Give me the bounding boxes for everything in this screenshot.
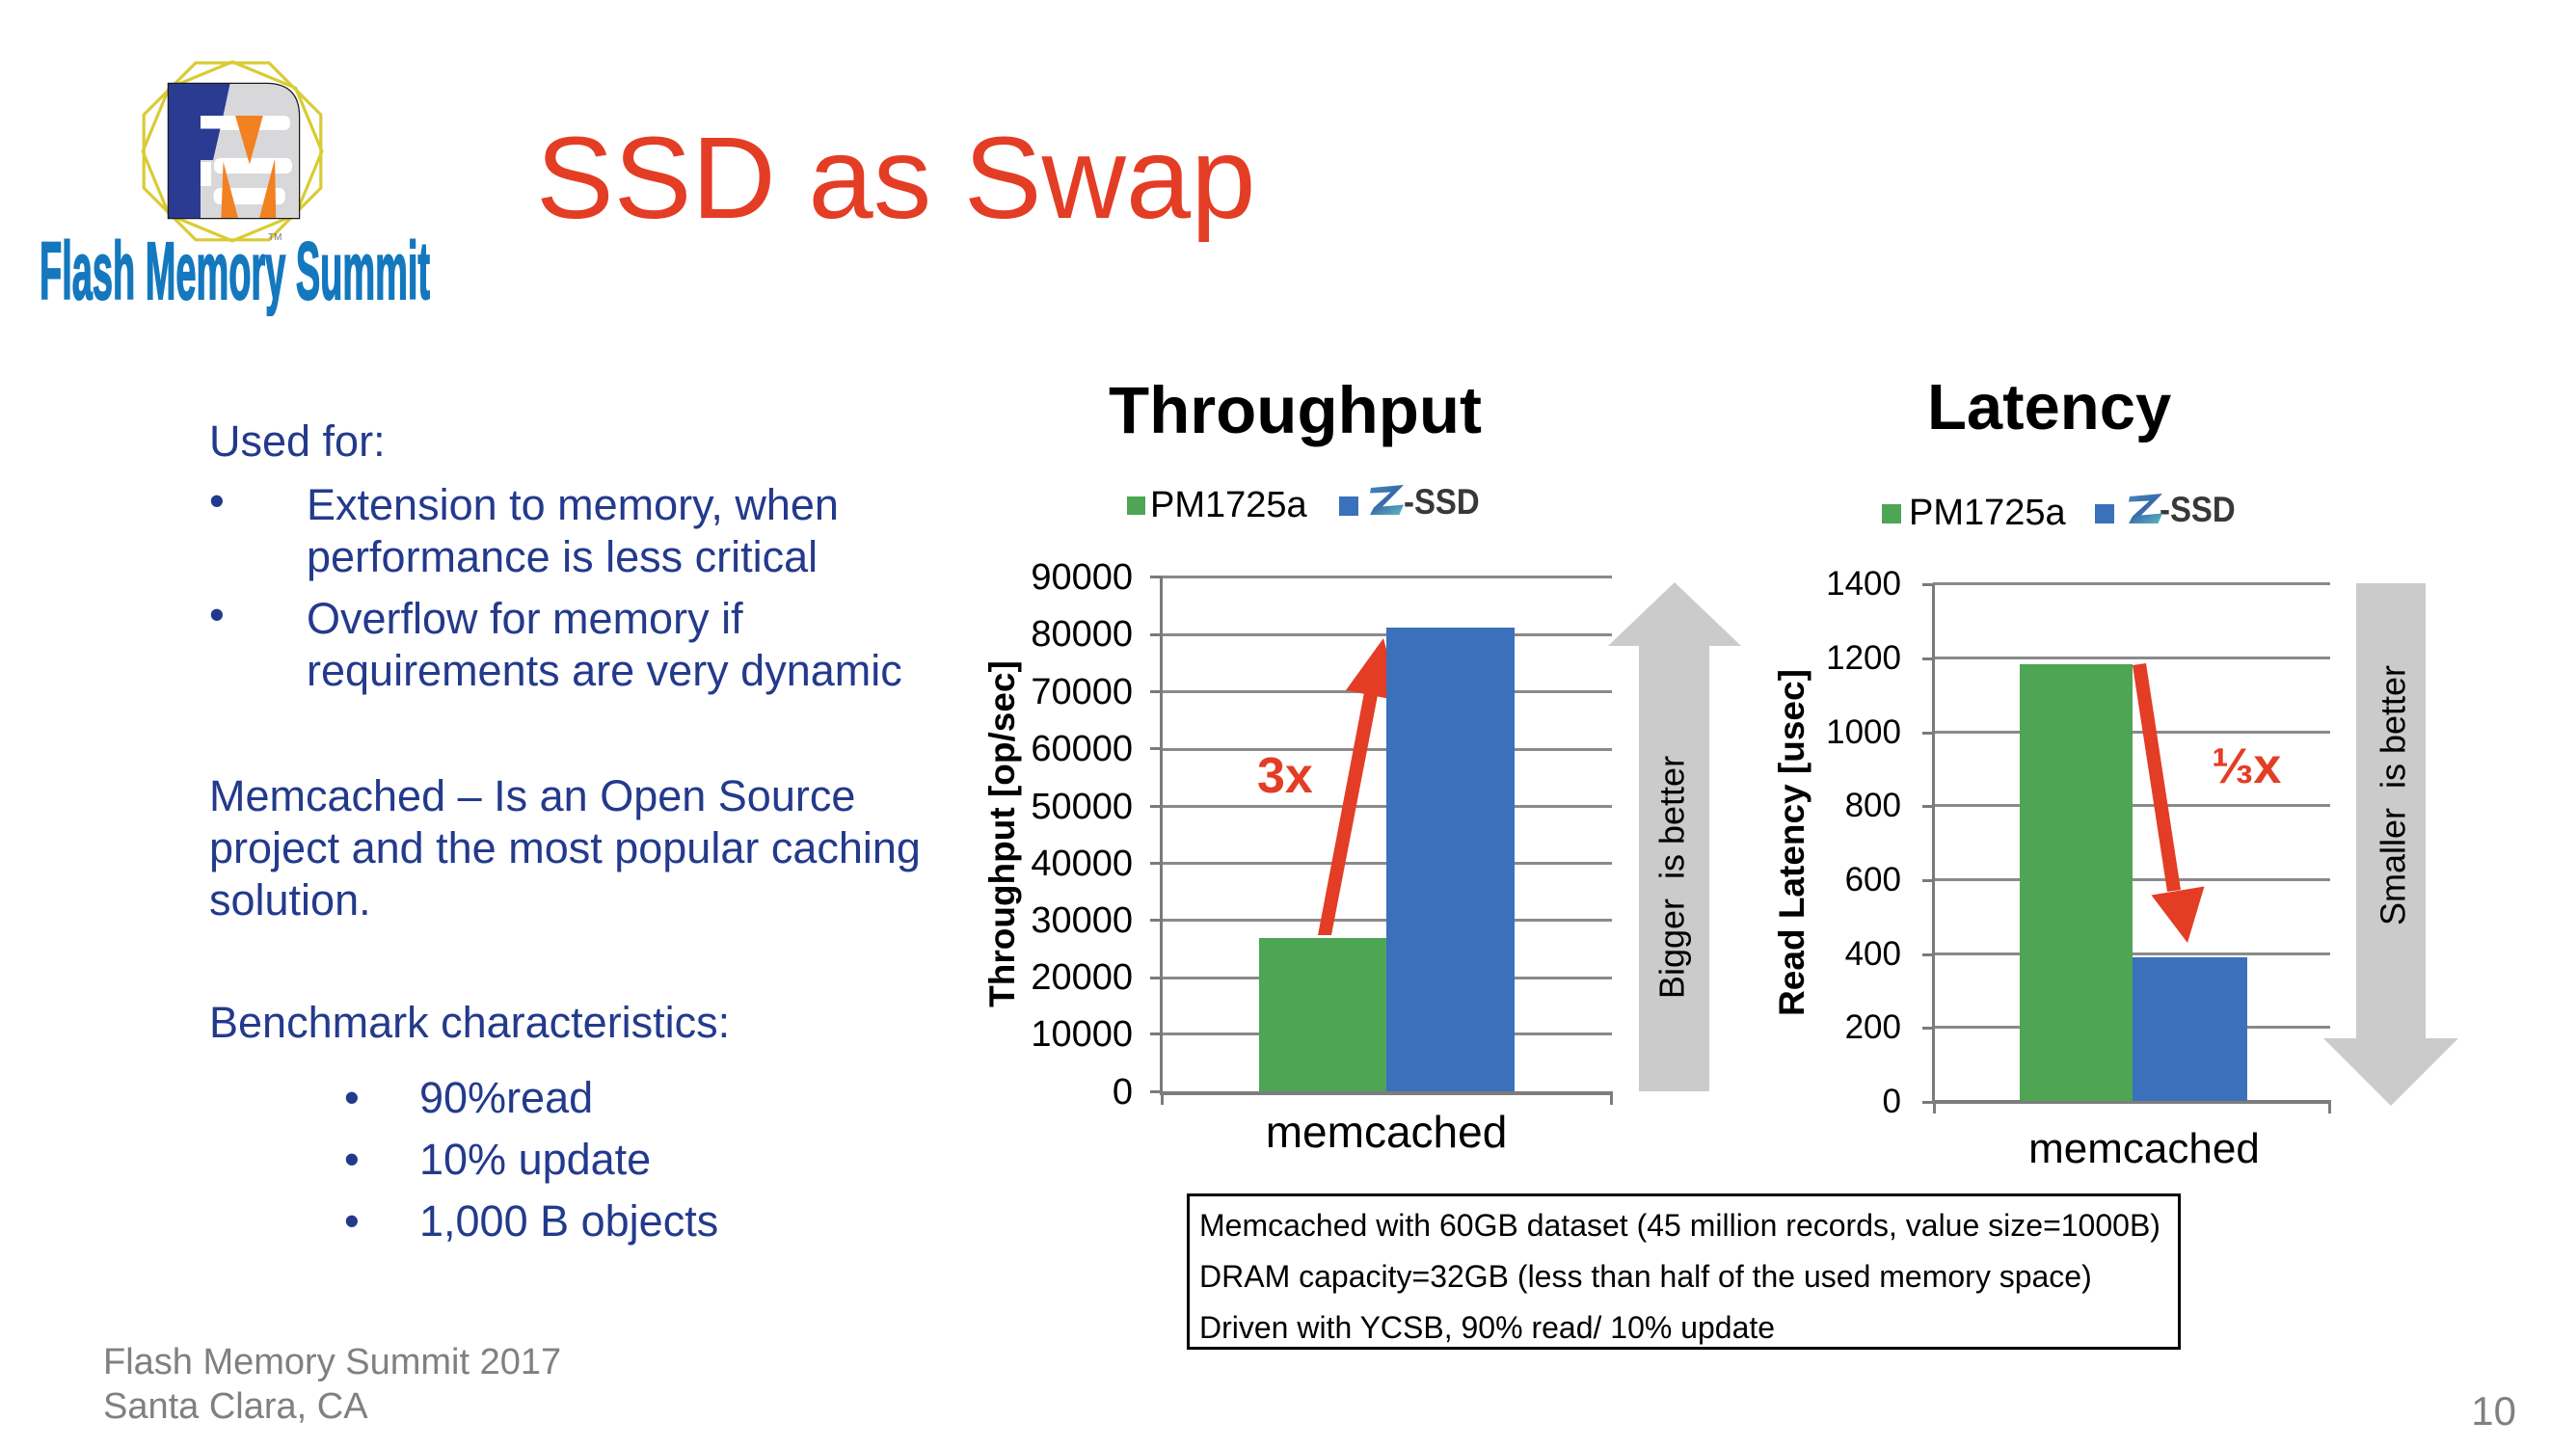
svg-text:TM: TM — [268, 232, 282, 243]
